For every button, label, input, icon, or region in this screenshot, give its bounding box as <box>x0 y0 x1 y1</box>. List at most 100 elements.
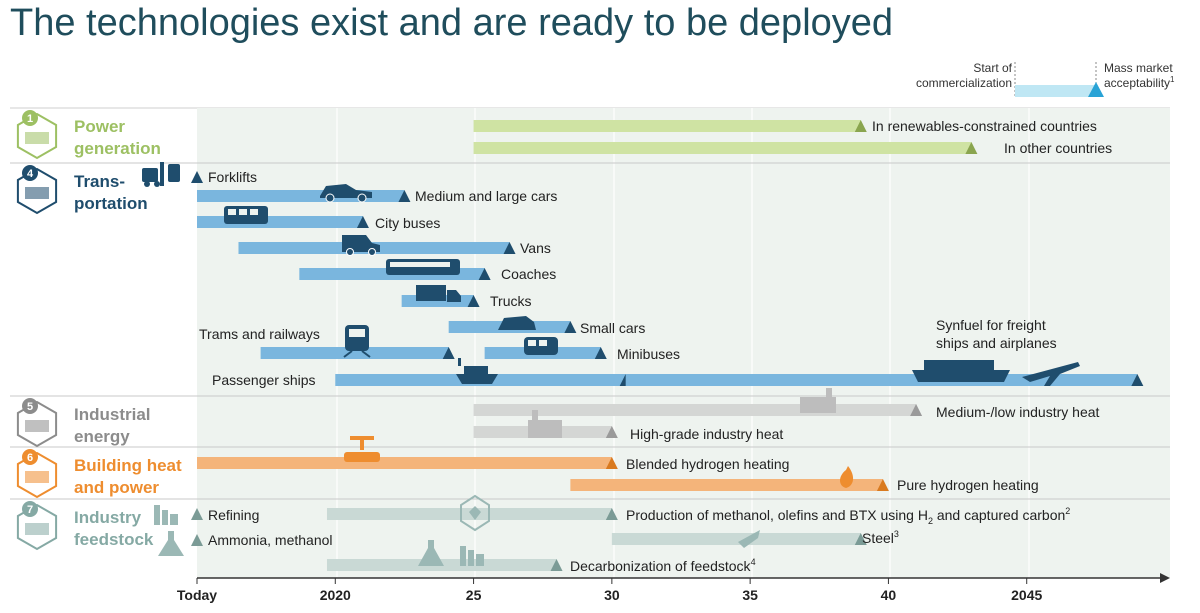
x-tick-label: 30 <box>604 587 620 603</box>
section-title-line-1: Industry <box>74 508 142 527</box>
label-high-heat: High-grade industry heat <box>630 426 783 442</box>
section-number: 1 <box>27 113 33 125</box>
mass-market-marker <box>478 268 491 280</box>
city-bus-icon <box>224 206 268 224</box>
mass-market-marker <box>910 404 923 416</box>
flask-icon <box>158 531 184 556</box>
section-4: 6 Building heat and power <box>16 449 182 499</box>
gantt-bar <box>570 479 883 491</box>
section-number-badge <box>22 398 38 414</box>
label-other-countries: In other countries <box>1004 140 1112 156</box>
section-illustration-icon <box>25 132 49 144</box>
legend-bar <box>1015 85 1096 97</box>
mass-market-marker <box>605 457 618 469</box>
cargo-ship-icon <box>912 360 1010 382</box>
label-small-cars: Small cars <box>580 320 645 336</box>
section-title-line-1: Power <box>74 117 125 136</box>
legend-start-label: Start of <box>973 61 1012 75</box>
flask-2-icon <box>418 540 444 566</box>
tram-icon <box>343 325 371 358</box>
label-refining: Refining <box>208 507 259 523</box>
feedstock-icons <box>154 494 760 566</box>
heating-icons <box>344 436 854 488</box>
section-title-line-2: portation <box>74 194 148 213</box>
small-car-icon <box>498 316 536 330</box>
label-vans: Vans <box>520 240 551 256</box>
refinery-icon <box>154 505 178 525</box>
van-icon <box>342 235 380 256</box>
label-medium-cars: Medium and large cars <box>415 188 557 204</box>
section-title-line-2: feedstock <box>74 530 154 549</box>
gantt-bar <box>625 374 1138 386</box>
gantt-bar <box>197 216 363 228</box>
sections: 1 Power generation 4 Trans-portation 5 Industr… <box>16 110 182 551</box>
mass-market-marker <box>191 508 203 520</box>
mass-market-marker <box>442 347 455 359</box>
section-separators-top <box>10 162 1170 500</box>
section-illustration-icon <box>25 523 49 535</box>
label-synfuel-2: ships and airplanes <box>936 335 1057 351</box>
legend-marker <box>1088 82 1104 97</box>
label-pure: Pure hydrogen heating <box>897 477 1039 493</box>
section-number-badge <box>22 165 38 181</box>
mass-market-marker <box>1131 374 1144 386</box>
mass-market-marker <box>191 534 203 546</box>
pipe-valve-icon <box>344 436 380 462</box>
section-number: 7 <box>27 504 33 516</box>
section-5: 7 Industry feedstock <box>16 501 154 551</box>
label-trams: Trams and railways <box>199 326 320 342</box>
label-trucks: Trucks <box>490 293 531 309</box>
label-medium-heat: Medium-/low industry heat <box>936 404 1100 420</box>
mass-market-marker <box>965 142 978 154</box>
truck-icon <box>416 285 461 302</box>
vehicle-icons <box>142 162 1080 386</box>
molecule-icon <box>460 494 490 532</box>
label-synfuel-1: Synfuel for freight <box>936 317 1046 333</box>
label-minibuses: Minibuses <box>617 346 680 362</box>
gantt-bar <box>197 457 612 469</box>
x-axis: Today 2020 25 30 35 40 2045 <box>177 573 1170 603</box>
gantt-bar <box>197 190 405 202</box>
label-renewables: In renewables-constrained countries <box>872 118 1097 134</box>
label-passenger-ships: Passenger ships <box>212 372 316 388</box>
section-illustration-icon <box>25 420 49 432</box>
label-ammonia: Ammonia, methanol <box>208 532 333 548</box>
section-number: 6 <box>27 452 33 464</box>
label-steel: Steel3 <box>862 529 899 546</box>
mass-market-marker <box>605 508 618 520</box>
label-methanol-production: Production of methanol, olefins and BTX … <box>626 506 1070 526</box>
mass-market-marker <box>356 216 369 228</box>
section-title-line-2: energy <box>74 427 130 446</box>
gantt-bar <box>260 347 449 359</box>
factory-icon <box>800 388 836 413</box>
section-title-line-1: Trans- <box>74 172 125 191</box>
section-title-line-1: Building heat <box>74 456 182 475</box>
section-title-line-1: Industrial <box>74 405 151 424</box>
label-blended: Blended hydrogen heating <box>626 456 789 472</box>
section-illustration-icon <box>25 471 49 483</box>
refinery-2-icon <box>460 546 484 566</box>
minibus-icon <box>524 337 558 355</box>
mass-market-marker <box>398 190 411 202</box>
section-number: 5 <box>27 401 33 413</box>
steel-beam-icon <box>738 530 760 548</box>
x-tick-label: Today <box>177 587 217 603</box>
x-tick-label: 2020 <box>320 587 351 603</box>
legend: Start of commercialization Mass market a… <box>916 61 1175 97</box>
legend-end-label-2: acceptability1 <box>1104 75 1175 90</box>
mass-market-marker <box>854 120 867 132</box>
car-icon <box>320 184 372 203</box>
mass-market-marker <box>876 479 889 491</box>
section-3: 5 Industrial energy <box>16 398 151 448</box>
mass-market-marker <box>467 295 480 307</box>
coach-icon <box>386 259 460 275</box>
page-title: The technologies exist and are ready to … <box>10 2 894 44</box>
forklift-icon <box>142 162 180 187</box>
section-title-line-2: and power <box>74 478 159 497</box>
section-number: 4 <box>27 168 34 180</box>
mass-market-marker <box>605 426 618 438</box>
mass-market-marker <box>550 559 563 571</box>
passenger-ship-icon <box>456 358 498 384</box>
label-forklifts: Forklifts <box>208 169 257 185</box>
